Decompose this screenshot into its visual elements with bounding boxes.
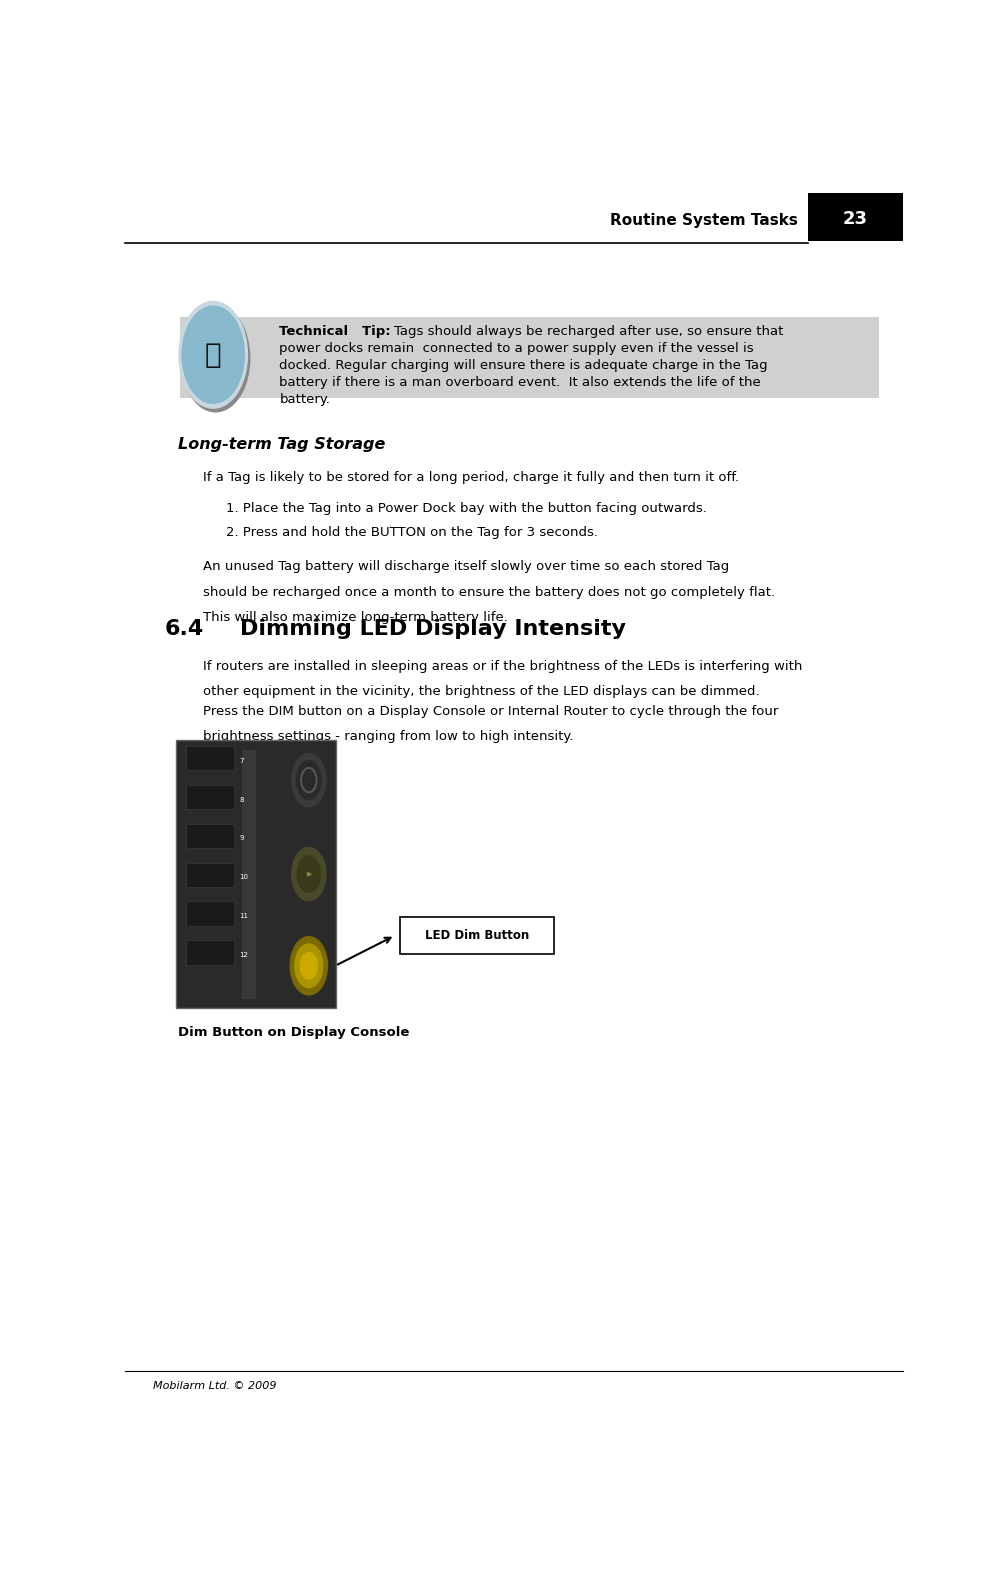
FancyBboxPatch shape (185, 745, 234, 771)
Text: power docks remain  connected to a power supply even if the vessel is: power docks remain connected to a power … (279, 342, 754, 355)
Circle shape (181, 306, 249, 411)
FancyBboxPatch shape (179, 317, 879, 397)
Text: 12: 12 (239, 952, 248, 958)
Text: 2. Press and hold the BUTTON on the Tag for 3 seconds.: 2. Press and hold the BUTTON on the Tag … (226, 526, 598, 539)
Text: 8: 8 (239, 796, 243, 802)
Text: An unused Tag battery will discharge itself slowly over time so each stored Tag: An unused Tag battery will discharge its… (202, 561, 728, 574)
FancyBboxPatch shape (175, 741, 336, 1009)
Text: 7: 7 (239, 758, 243, 764)
Text: battery.: battery. (279, 392, 330, 407)
Circle shape (290, 936, 327, 994)
Circle shape (178, 301, 247, 408)
Circle shape (297, 856, 321, 892)
Text: 23: 23 (842, 211, 867, 229)
FancyBboxPatch shape (241, 750, 256, 999)
Text: 1. Place the Tag into a Power Dock bay with the button facing outwards.: 1. Place the Tag into a Power Dock bay w… (226, 503, 706, 515)
Text: Tags should always be recharged after use, so ensure that: Tags should always be recharged after us… (394, 325, 783, 337)
FancyBboxPatch shape (185, 941, 234, 965)
Text: other equipment in the vicinity, the brightness of the LED displays can be dimme: other equipment in the vicinity, the bri… (202, 686, 759, 698)
Text: Press the DIM button on a Display Console or Internal Router to cycle through th: Press the DIM button on a Display Consol… (202, 704, 778, 717)
Circle shape (292, 848, 326, 901)
Text: If a Tag is likely to be stored for a long period, charge it fully and then turn: If a Tag is likely to be stored for a lo… (202, 471, 738, 484)
Text: ▶: ▶ (307, 872, 312, 878)
Text: brightness settings - ranging from low to high intensity.: brightness settings - ranging from low t… (202, 730, 573, 744)
FancyBboxPatch shape (400, 917, 554, 953)
Circle shape (182, 306, 244, 403)
Text: 11: 11 (239, 913, 248, 919)
Text: Dimming LED Display Intensity: Dimming LED Display Intensity (240, 619, 626, 638)
Text: 🔧: 🔧 (204, 340, 221, 369)
Text: Long-term Tag Storage: Long-term Tag Storage (178, 437, 385, 452)
Text: Technical   Tip:: Technical Tip: (279, 325, 391, 337)
Text: Dim Button on Display Console: Dim Button on Display Console (178, 1026, 409, 1040)
Text: This will also maximize long-term battery life.: This will also maximize long-term batter… (202, 611, 507, 624)
Circle shape (292, 753, 326, 807)
Text: docked. Regular charging will ensure there is adequate charge in the Tag: docked. Regular charging will ensure the… (279, 359, 768, 372)
Text: LED Dim Button: LED Dim Button (425, 928, 529, 942)
FancyBboxPatch shape (185, 901, 234, 925)
Text: 9: 9 (239, 835, 243, 842)
Circle shape (300, 952, 317, 979)
FancyBboxPatch shape (185, 824, 234, 848)
Text: should be recharged once a month to ensure the battery does not go completely fl: should be recharged once a month to ensu… (202, 586, 775, 599)
Text: If routers are installed in sleeping areas or if the brightness of the LEDs is i: If routers are installed in sleeping are… (202, 660, 802, 673)
Circle shape (295, 944, 323, 988)
Text: Routine System Tasks: Routine System Tasks (609, 213, 797, 229)
FancyBboxPatch shape (807, 192, 902, 241)
Circle shape (297, 761, 321, 799)
Text: battery if there is a man overboard event.  It also extends the life of the: battery if there is a man overboard even… (279, 377, 761, 389)
FancyBboxPatch shape (185, 785, 234, 808)
FancyBboxPatch shape (185, 862, 234, 887)
Text: 10: 10 (239, 875, 248, 879)
Text: Mobilarm Ltd. © 2009: Mobilarm Ltd. © 2009 (152, 1381, 276, 1390)
Text: 6.4: 6.4 (164, 619, 203, 638)
